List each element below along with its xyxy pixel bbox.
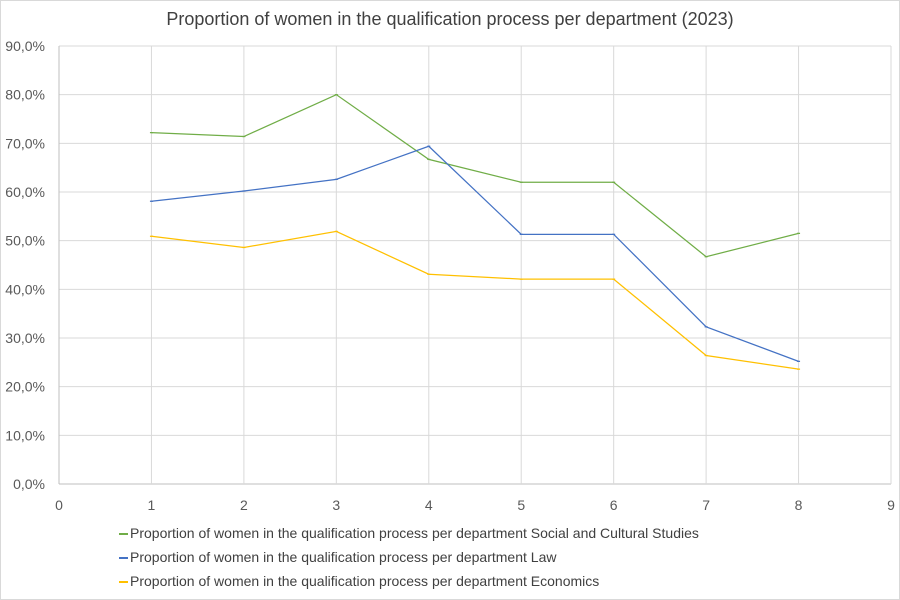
legend-entry: Proportion of women in the qualification… (119, 521, 699, 545)
legend-label: Proportion of women in the qualification… (130, 573, 600, 589)
series-line (151, 145, 799, 362)
legend: Proportion of women in the qualification… (119, 521, 699, 593)
x-tick-label: 8 (795, 497, 803, 513)
x-tick-label: 1 (148, 497, 156, 513)
legend-swatch (119, 533, 128, 535)
x-tick-label: 6 (610, 497, 618, 513)
legend-entry: Proportion of women in the qualification… (119, 569, 699, 593)
x-tick-label: 9 (887, 497, 895, 513)
legend-swatch (119, 581, 128, 583)
chart-title: Proportion of women in the qualification… (166, 9, 734, 29)
legend-label: Proportion of women in the qualification… (130, 549, 557, 565)
series-line (151, 230, 799, 370)
y-tick-label: 60,0% (5, 184, 45, 200)
y-tick-label: 30,0% (5, 330, 45, 346)
x-tick-label: 3 (332, 497, 340, 513)
x-tick-label: 4 (425, 497, 433, 513)
y-tick-label: 80,0% (5, 87, 45, 103)
y-tick-label: 0,0% (13, 476, 45, 492)
x-tick-label: 0 (55, 497, 63, 513)
x-tick-label: 7 (702, 497, 710, 513)
series-line (151, 93, 799, 258)
y-tick-label: 50,0% (5, 233, 45, 249)
legend-label: Proportion of women in the qualification… (130, 525, 699, 541)
y-tick-label: 70,0% (5, 135, 45, 151)
y-tick-label: 90,0% (5, 38, 45, 54)
y-tick-label: 40,0% (5, 281, 45, 297)
y-tick-label: 10,0% (5, 427, 45, 443)
y-tick-label: 20,0% (5, 379, 45, 395)
legend-entry: Proportion of women in the qualification… (119, 545, 699, 569)
x-tick-label: 2 (240, 497, 248, 513)
x-tick-label: 5 (517, 497, 525, 513)
legend-swatch (119, 557, 128, 559)
